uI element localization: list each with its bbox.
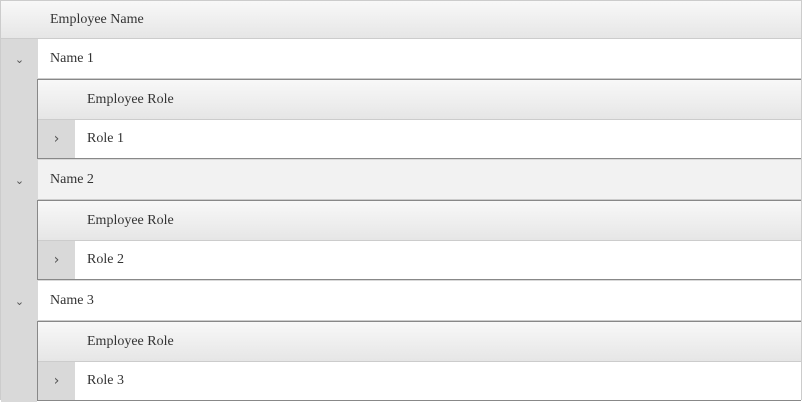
detail-row: Employee Role › Role 2 [1,200,801,281]
detail-row: Employee Role › Role 1 [1,79,801,160]
employee-role-cell: Role 3 [75,362,801,400]
nested-grid: Employee Role › Role 1 [37,79,801,159]
chevron-right-icon: › [53,131,60,147]
detail-row: Employee Role › Role 3 [1,321,801,402]
employee-role-cell: Role 2 [75,241,801,279]
master-row: ⌄ Name 2 [1,160,801,200]
collapse-row-button[interactable]: ⌄ [1,39,38,79]
employee-name-cell: Name 1 [38,39,801,79]
nested-row: › Role 2 [38,241,801,279]
grid-header: Employee Name [1,1,801,39]
nested-grid-header: Employee Role [38,80,801,120]
chevron-down-icon: ⌄ [14,52,25,66]
column-header-employee-role[interactable]: Employee Role [87,91,174,107]
nested-grid-header: Employee Role [38,322,801,362]
collapse-row-button[interactable]: ⌄ [1,281,38,321]
employee-role-cell: Role 1 [75,120,801,158]
nested-grid: Employee Role › Role 3 [37,321,801,401]
chevron-down-icon: ⌄ [14,173,25,187]
nested-row: › Role 1 [38,120,801,158]
nested-grid-header: Employee Role [38,201,801,241]
expand-column-header [1,1,38,38]
chevron-right-icon: › [53,252,60,268]
nested-row: › Role 3 [38,362,801,400]
column-header-employee-name[interactable]: Employee Name [50,11,144,27]
column-header-employee-role[interactable]: Employee Role [87,333,174,349]
master-row: ⌄ Name 1 [1,39,801,79]
column-header-employee-role[interactable]: Employee Role [87,212,174,228]
collapse-row-button[interactable]: ⌄ [1,160,38,200]
nested-grid: Employee Role › Role 2 [37,200,801,280]
chevron-down-icon: ⌄ [14,294,25,308]
expand-row-button[interactable]: › [38,241,75,279]
chevron-right-icon: › [53,373,60,389]
employee-name-cell: Name 3 [38,281,801,321]
employee-name-cell: Name 2 [38,160,801,200]
master-row: ⌄ Name 3 [1,281,801,321]
expand-row-button[interactable]: › [38,120,75,158]
expand-row-button[interactable]: › [38,362,75,400]
